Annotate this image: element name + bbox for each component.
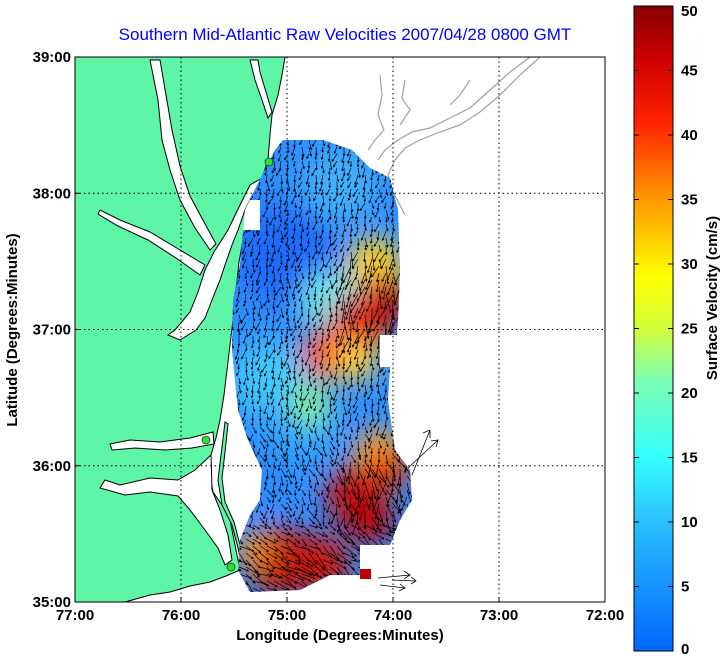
station-marker [201,435,211,445]
albemarle-sound [109,431,215,451]
colorbar-tick-label: 30 [681,256,698,273]
colorbar-tick-label: 45 [681,63,698,80]
pamlico-sound [99,453,233,566]
x-tick-label: 72:00 [586,607,624,624]
colorbar-tick-label: 10 [681,514,698,531]
chesapeake-bay [166,176,264,341]
velocity-field [232,140,412,592]
colorbar-tick-label: 50 [681,3,698,20]
x-axis-label: Longitude (Degrees:Minutes) [236,627,444,644]
plot-area [75,57,605,602]
y-tick-label: 36:00 [33,458,71,475]
delaware-bay [249,59,273,120]
x-tick-label: 77:00 [56,607,94,624]
y-tick-label: 38:00 [33,185,71,202]
y-tick-label: 39:00 [33,49,71,66]
x-tick-label: 76:00 [162,607,200,624]
isolated-cell [360,569,371,579]
station-marker [264,157,274,167]
outer-vectors [377,429,439,592]
x-tick-label: 74:00 [374,607,412,624]
colorbar-label: Surface Velocity (cm/s) [704,216,721,380]
upper-bay [149,59,217,251]
y-tick-label: 37:00 [33,322,71,339]
grid-lines [75,57,605,602]
colorbar-tick-label: 0 [681,641,689,658]
x-tick-label: 75:00 [268,607,306,624]
station-marker [226,562,236,572]
colorbar [633,5,674,652]
colorbar-tick-label: 40 [681,127,698,144]
colorbar-tick-label: 5 [681,579,689,596]
y-tick-label: 35:00 [33,594,71,611]
chart-title: Southern Mid-Atlantic Raw Velocities 200… [119,25,572,44]
x-axis: 77:00 76:00 75:00 74:00 73:00 72:00 [56,597,624,624]
colorbar-tick-label: 25 [681,321,698,338]
colorbar-tick-label: 15 [681,450,698,467]
y-axis-label: Latitude (Degrees:Minutes) [4,233,21,426]
potomac-river [97,209,206,276]
colorbar-tick-label: 35 [681,192,698,209]
y-axis: 39:00 38:00 37:00 36:00 35:00 [33,49,80,611]
x-tick-label: 73:00 [480,607,518,624]
colorbar-tick-label: 20 [681,385,698,402]
